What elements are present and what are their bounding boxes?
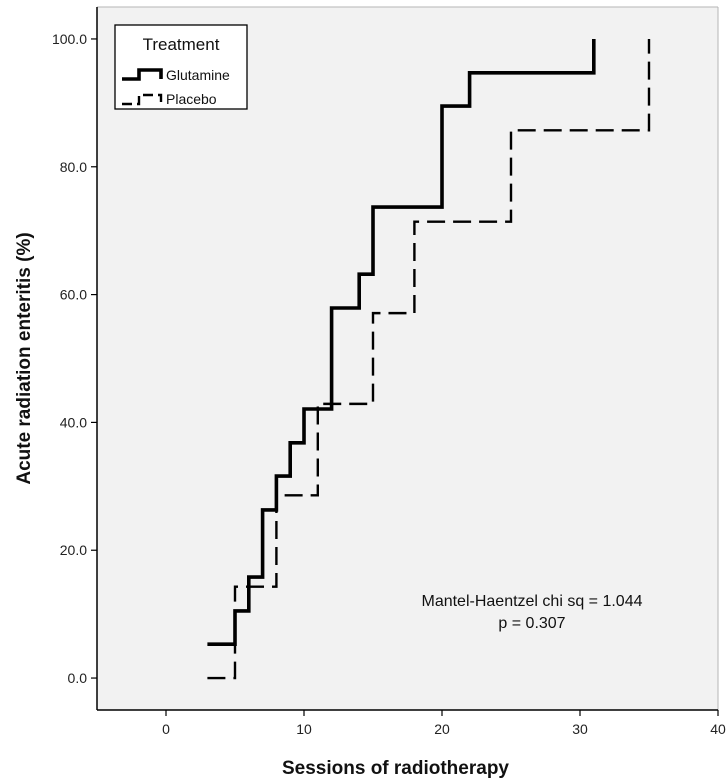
series-glutamine-line bbox=[207, 38, 596, 646]
x-axis: 0 10 20 30 40 bbox=[162, 710, 726, 737]
legend-label-glutamine: Glutamine bbox=[166, 67, 230, 83]
y-axis-title: Acute radiation enteritis (%) bbox=[14, 232, 35, 484]
series-placebo-line bbox=[207, 38, 651, 680]
plot-area bbox=[97, 7, 718, 710]
y-tick-label: 0.0 bbox=[68, 670, 88, 686]
annotation-test-statistic: Mantel-Haentzel chi sq = 1.044 bbox=[421, 593, 642, 610]
y-tick-label: 80.0 bbox=[60, 159, 87, 175]
legend-swatch-placebo bbox=[122, 93, 163, 106]
x-tick-label: 40 bbox=[710, 721, 726, 737]
x-tick-label: 20 bbox=[434, 721, 450, 737]
x-axis-title: Sessions of radiotherapy bbox=[282, 758, 509, 779]
y-tick-label: 60.0 bbox=[60, 287, 87, 303]
legend: Treatment Glutamine Placebo bbox=[114, 24, 248, 110]
x-tick-label: 10 bbox=[296, 721, 312, 737]
legend-title: Treatment bbox=[143, 35, 220, 54]
legend-box bbox=[114, 24, 248, 110]
series-layer bbox=[207, 38, 651, 680]
x-tick-label: 30 bbox=[572, 721, 588, 737]
x-tick-label: 0 bbox=[162, 721, 170, 737]
legend-swatch-glutamine bbox=[122, 68, 163, 81]
y-tick-label: 40.0 bbox=[60, 414, 87, 430]
y-axis: 0.0 20.0 40.0 60.0 80.0 100.0 bbox=[52, 31, 97, 686]
y-tick-label: 20.0 bbox=[60, 542, 87, 558]
y-tick-label: 100.0 bbox=[52, 31, 87, 47]
annotation-p-value: p = 0.307 bbox=[498, 615, 565, 632]
legend-label-placebo: Placebo bbox=[166, 91, 217, 107]
